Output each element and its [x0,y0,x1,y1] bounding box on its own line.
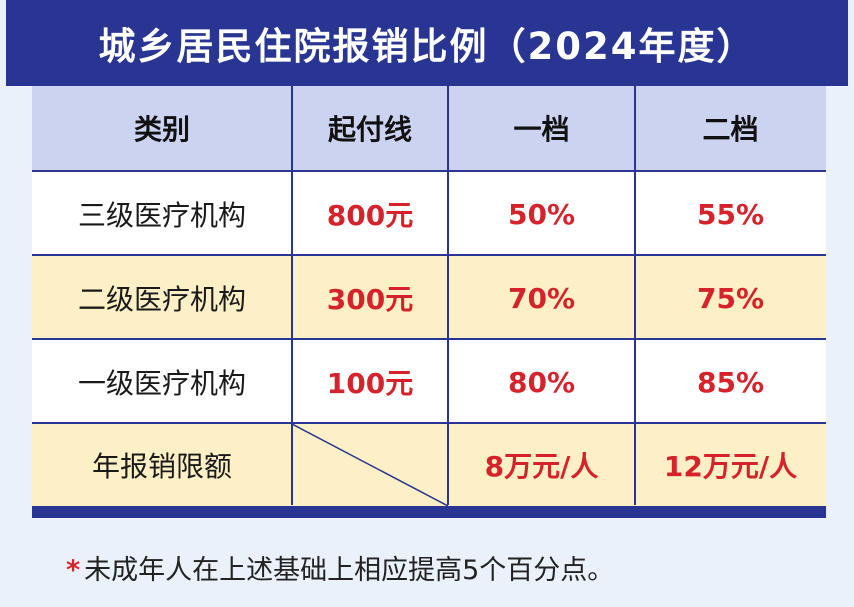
asterisk-icon: * [66,555,81,586]
category-cell: 年报销限额 [91,450,232,483]
table-header-row: 类别 起付线 一档 二档 [32,86,826,170]
category-cell: 二级医疗机构 [77,283,246,316]
page-title: 城乡居民住院报销比例（2024年度） [98,25,756,68]
column-divider [447,86,449,505]
category-cell: 一级医疗机构 [77,367,246,400]
row-divider [32,422,826,424]
footnote: * 未成年人在上述基础上相应提高5个百分点。 [66,548,614,587]
tier2-cell: 75% [696,281,765,315]
title-banner: 城乡居民住院报销比例（2024年度） [6,0,848,86]
header-category: 类别 [133,113,190,146]
tier1-cell: 50% [507,197,576,231]
header-tier1: 一档 [513,113,570,146]
reimbursement-table: 类别 起付线 一档 二档 三级医疗机构 800元 50% 55% 二级医疗机构 … [32,86,826,518]
row-divider [32,338,826,340]
column-divider [291,86,293,505]
deductible-cell: 300元 [326,283,414,316]
tier2-cell: 12万元/人 [663,450,798,483]
deductible-cell: 800元 [326,199,414,232]
deductible-cell: 100元 [326,367,414,400]
row-divider [32,254,826,256]
category-cell: 三级医疗机构 [77,199,246,232]
footnote-text: 未成年人在上述基础上相应提高5个百分点。 [84,555,615,586]
diagonal-slash [292,424,448,506]
table-row: 一级医疗机构 100元 80% 85% [32,340,826,424]
tier2-cell: 55% [696,197,765,231]
tier1-cell: 70% [507,281,576,315]
table-row: 三级医疗机构 800元 50% 55% [32,172,826,256]
tier1-cell: 80% [507,365,576,399]
column-divider [634,86,636,505]
header-tier2: 二档 [702,113,759,146]
tier1-cell: 8万元/人 [484,450,599,483]
table-row: 二级医疗机构 300元 70% 75% [32,256,826,340]
table-row: 年报销限额 8万元/人 12万元/人 [32,424,826,506]
header-deductible: 起付线 [327,113,412,146]
tier2-cell: 85% [696,365,765,399]
row-divider [32,170,826,172]
